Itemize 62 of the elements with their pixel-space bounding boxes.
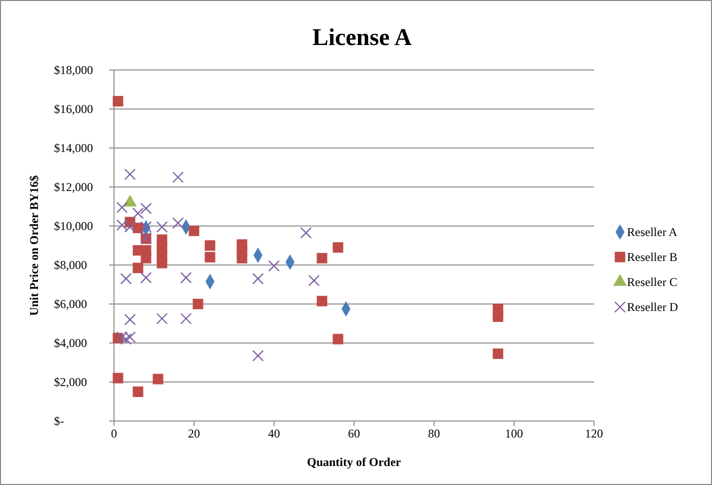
point: [172, 172, 184, 183]
point: [180, 272, 192, 284]
legend-label: Reseller D: [627, 300, 678, 314]
point: [204, 240, 216, 251]
x-tick-label: 0: [111, 426, 117, 441]
point: [204, 252, 216, 262]
point: [156, 221, 168, 233]
legend-label: Reseller A: [627, 225, 678, 239]
x-tick-label: 60: [348, 426, 360, 441]
y-tick-label: $12,000: [54, 180, 93, 194]
y-tick-label: $18,000: [54, 62, 93, 77]
point: [140, 272, 152, 284]
point: [300, 227, 312, 239]
chart-title: License A: [312, 25, 412, 51]
y-tick-label: $4,000: [54, 336, 87, 350]
y-tick-label: $10,000: [54, 218, 93, 233]
point: [188, 226, 200, 236]
point: [112, 372, 124, 384]
point: [156, 312, 168, 324]
point: [332, 242, 344, 253]
point: [140, 221, 152, 233]
point: [140, 202, 152, 214]
point: [124, 168, 136, 180]
x-tick-label: 40: [268, 426, 280, 441]
point: [492, 348, 504, 359]
point: [180, 312, 192, 324]
point: [192, 298, 204, 310]
point: [236, 252, 248, 264]
point: [316, 252, 328, 264]
point: [120, 333, 132, 345]
point: [268, 260, 280, 272]
point: [132, 386, 144, 397]
point: [112, 96, 124, 106]
y-tick-label: $-: [54, 414, 64, 428]
x-tick-label: 120: [585, 426, 603, 441]
point: [316, 296, 328, 306]
legend-label: Reseller C: [627, 275, 678, 289]
y-tick-label: $14,000: [54, 140, 93, 155]
point: [132, 208, 144, 220]
point: [332, 334, 344, 344]
x-tick-label: 80: [428, 426, 440, 441]
y-tick-label: $16,000: [54, 102, 93, 116]
point: [124, 314, 136, 326]
x-axis-title: Quantity of Order: [307, 455, 402, 469]
x-tick-label: 20: [188, 426, 200, 441]
point: [120, 272, 132, 284]
y-tick-label: $6,000: [54, 296, 87, 311]
x-tick-label: 100: [505, 426, 523, 441]
point: [132, 262, 144, 274]
point: [172, 217, 184, 229]
y-tick-label: $2,000: [54, 374, 87, 389]
point: [152, 374, 164, 384]
legend-label: Reseller B: [627, 250, 678, 264]
point: [252, 350, 264, 362]
point: [308, 274, 320, 286]
y-axis-title: Unit Price on Order BY16$: [27, 175, 41, 316]
point: [116, 202, 128, 214]
point: [140, 252, 152, 264]
y-tick-label: $8,000: [54, 258, 87, 272]
point: [156, 258, 168, 268]
point: [492, 311, 504, 322]
point: [252, 272, 264, 284]
